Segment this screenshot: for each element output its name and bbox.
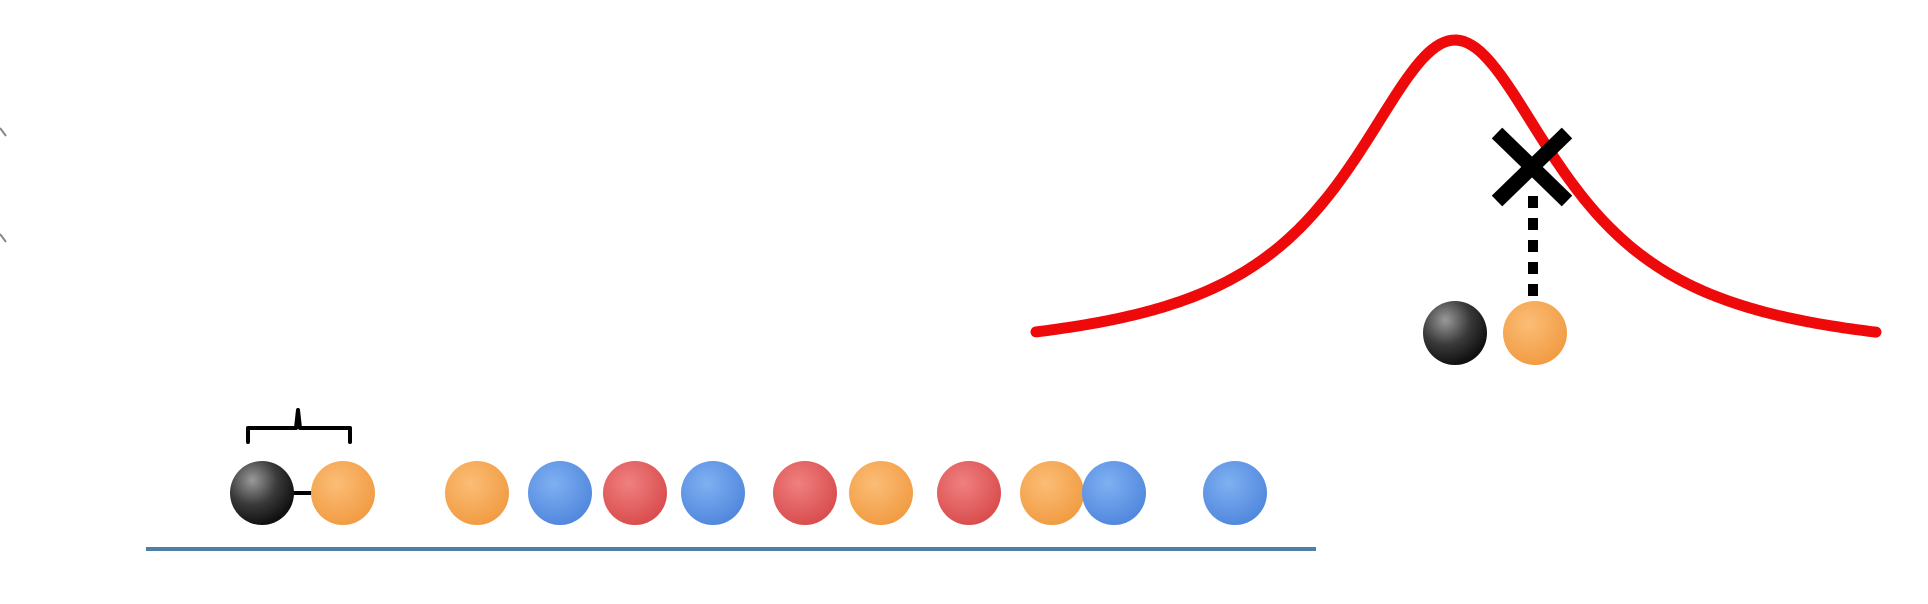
dot-sequence [230, 461, 1267, 525]
dot-red-7 [773, 461, 837, 525]
highlighted-pair [1423, 301, 1567, 365]
pair-dot-gray [1423, 301, 1487, 365]
dot-blue-4 [528, 461, 592, 525]
dot-blue-12 [1203, 461, 1267, 525]
x-mark-icon [1491, 127, 1573, 207]
density-curve [1030, 34, 1882, 338]
dot-orange-2 [311, 461, 375, 525]
edge-mark-top [0, 127, 7, 137]
curly-brace-icon [246, 408, 352, 444]
dot-gray-1 [230, 461, 294, 525]
dot-orange-10 [1020, 461, 1084, 525]
dot-red-9 [937, 461, 1001, 525]
dot-orange-3 [445, 461, 509, 525]
dot-blue-6 [681, 461, 745, 525]
dot-red-5 [603, 461, 667, 525]
pair-dot-orange [1503, 301, 1567, 365]
edge-mark-bottom [0, 233, 7, 243]
dot-orange-8 [849, 461, 913, 525]
dot-blue-11 [1082, 461, 1146, 525]
